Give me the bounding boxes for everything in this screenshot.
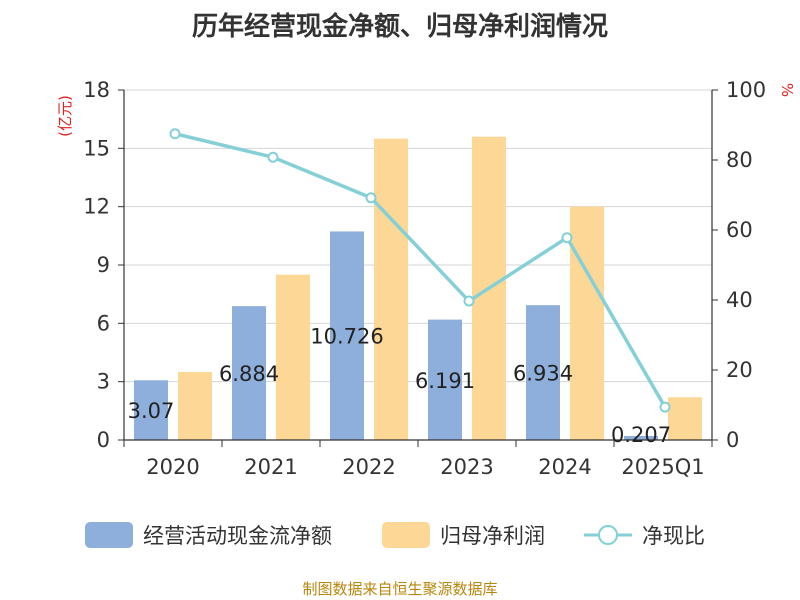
- ratio-line: [174, 132, 667, 408]
- cash-flow-value-label: 6.191: [415, 369, 475, 393]
- legend-label-ratio: 净现比: [642, 524, 705, 548]
- net-profit-bar: [570, 206, 604, 440]
- cash-flow-bar: [624, 435, 658, 440]
- x-tick-label: 2024: [538, 455, 591, 479]
- ratio-point: [659, 401, 671, 413]
- cash-flow-bar: [428, 319, 462, 440]
- legend-swatch-cash-flow: [85, 522, 133, 548]
- legend-label-cash-flow: 经营活动现金流净额: [143, 524, 332, 548]
- grid-lines: [124, 89, 712, 383]
- x-tick-label: 2020: [146, 455, 199, 479]
- cash-flow-bar: [232, 306, 266, 440]
- source-note: 制图数据来自恒生聚源数据库: [302, 580, 497, 598]
- ratio-point: [463, 295, 475, 307]
- bars-group: [134, 136, 702, 440]
- net-profit-bar: [178, 371, 212, 440]
- legend: 经营活动现金流净额 归母净利润 净现比: [85, 522, 705, 548]
- legend-label-net-profit: 归母净利润: [440, 524, 545, 548]
- left-tick-label: 0: [97, 428, 110, 452]
- right-tick-label: 40: [726, 288, 753, 312]
- cash-flow-bar: [330, 231, 364, 440]
- net-profit-bar: [374, 138, 408, 440]
- left-tick-label: 15: [83, 136, 110, 160]
- cash-flow-value-label: 10.726: [310, 325, 383, 349]
- right-tick-label: 80: [726, 148, 753, 172]
- ratio-point: [365, 192, 377, 204]
- ratio-line-group: [169, 128, 671, 413]
- net-profit-bar: [668, 397, 702, 440]
- legend-swatch-ratio-marker: [598, 525, 618, 545]
- chart-title: 历年经营现金净额、归母净利润情况: [192, 11, 608, 42]
- x-tick-label: 2023: [440, 455, 493, 479]
- ratio-point: [561, 232, 573, 244]
- x-tick-label: 2021: [244, 455, 297, 479]
- legend-swatch-net-profit: [382, 522, 430, 548]
- ratio-point: [267, 151, 279, 163]
- left-axis-unit: (亿元): [56, 95, 74, 137]
- left-tick-label: 6: [97, 311, 110, 335]
- left-tick-label: 18: [83, 78, 110, 102]
- x-tick-label: 2025Q1: [621, 455, 704, 479]
- ratio-point: [169, 128, 181, 140]
- x-tick-label: 2022: [342, 455, 395, 479]
- axes-group: 0 3 6 9 12 15 18 0 20 40 60 80 100 (亿元)% 2020 2021 2022 2…: [56, 78, 796, 479]
- data-labels-group: 3.07 6.884 10.726 6.191 6.934 0.207: [128, 325, 671, 447]
- cash-flow-value-label: 6.934: [513, 362, 573, 386]
- cash-flow-value-label: 0.207: [611, 423, 671, 447]
- right-tick-label: 20: [726, 358, 753, 382]
- cash-flow-bar: [526, 305, 560, 440]
- left-tick-label: 3: [97, 370, 110, 394]
- net-profit-bar: [276, 274, 310, 440]
- cash-flow-value-label: 6.884: [219, 362, 279, 386]
- right-axis-unit: %: [778, 83, 796, 97]
- right-tick-label: 0: [726, 428, 739, 452]
- left-tick-label: 9: [97, 253, 110, 277]
- cash-flow-bar: [134, 380, 168, 440]
- right-tick-label: 60: [726, 218, 753, 242]
- right-tick-label: 100: [726, 78, 766, 102]
- cash-flow-value-label: 3.07: [128, 399, 175, 423]
- left-tick-label: 12: [83, 195, 110, 219]
